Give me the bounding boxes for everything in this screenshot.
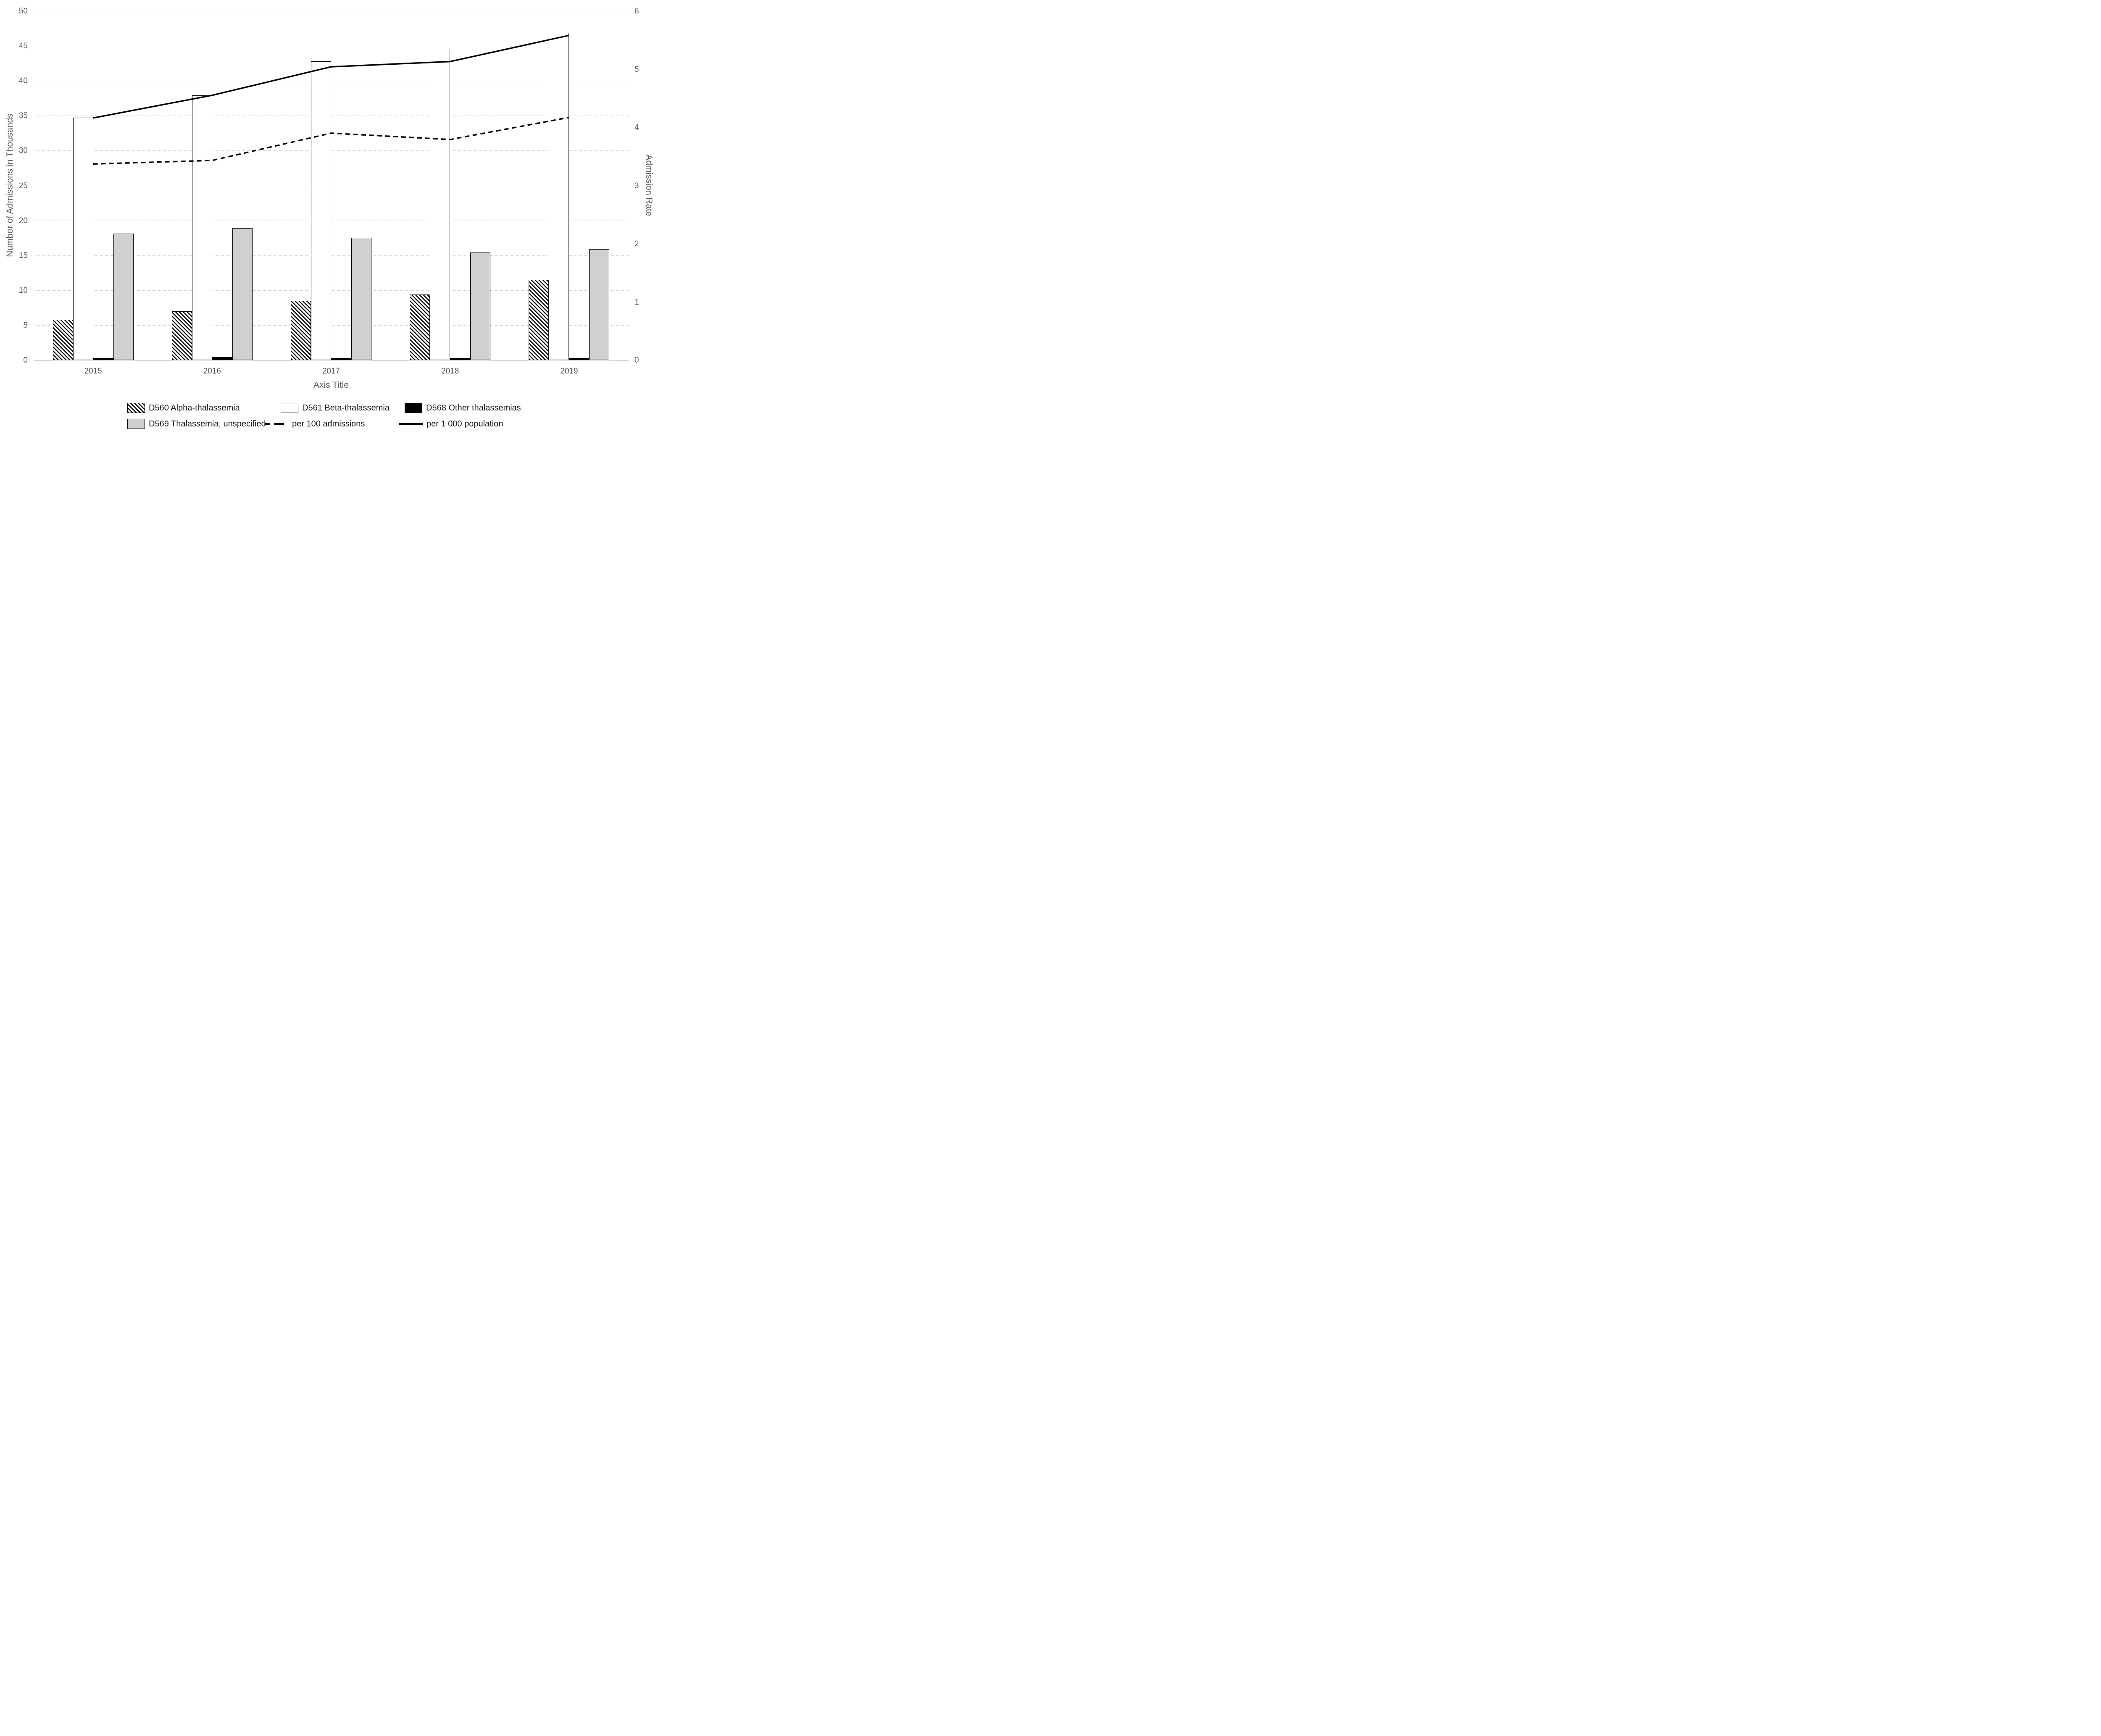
left-axis-tick-label: 10 [18,286,28,295]
x-axis-tick-label: 2018 [441,367,459,376]
left-axis-tick-label: 40 [18,76,28,86]
bar-d568-2018 [450,358,471,360]
bar-d568-2017 [331,358,351,360]
legend-label: D568 Other thalassemias [426,403,521,413]
bar-d561-2019 [549,32,569,360]
legend-item: D569 Thalassemia, unspecified [127,418,266,429]
left-axis-tick-label: 5 [23,321,28,330]
legend-swatch-white [281,403,298,413]
bar-d560-2016 [171,311,192,360]
legend-swatch-hatched [127,403,145,413]
x-axis-title: Axis Title [313,380,349,390]
legend-label: D569 Thalassemia, unspecified [149,419,266,429]
legend-swatch-black [405,403,422,413]
line-segment [399,423,423,425]
bar-d561-2016 [192,95,212,360]
legend-item: D561 Beta-thalassemia [281,402,390,413]
gridline [34,325,629,326]
gridline [34,290,629,291]
legend-item: per 1 000 population [399,418,503,429]
gridline [34,255,629,256]
bar-d569-2019 [589,249,610,360]
x-axis-tick-label: 2019 [560,367,578,376]
right-axis-tick-label: 6 [635,7,639,16]
legend-swatch-gray [127,419,145,429]
left-axis-tick-label: 35 [18,111,28,121]
left-axis-tick-label: 15 [18,251,28,260]
bar-d569-2018 [470,253,491,360]
line-dashed [93,116,569,165]
bar-d561-2015 [73,118,93,360]
x-axis-tick-label: 2015 [84,367,102,376]
bar-d568-2015 [93,358,113,360]
legend-line-sample-dashed [265,419,288,429]
bar-d561-2017 [311,61,331,360]
legend-label: per 1 000 population [427,419,503,429]
right-axis-tick-label: 0 [635,356,639,365]
x-axis-line [34,360,629,361]
bar-d568-2019 [569,358,590,360]
right-axis-tick-label: 5 [635,65,639,74]
gridline [34,150,629,151]
line-solid [93,34,569,119]
bar-d560-2019 [529,279,549,360]
line-series-layer [93,34,569,165]
legend-label: D561 Beta-thalassemia [302,403,390,413]
left-axis-title: Number of Admissions in Thousands [5,113,15,257]
right-axis-tick-label: 1 [635,297,639,307]
bar-d569-2015 [113,234,134,360]
bar-d560-2018 [410,294,430,360]
legend-label: D560 Alpha-thalassemia [149,403,240,413]
right-axis-title: Admission Rate [644,154,654,216]
legend-item: D560 Alpha-thalassemia [127,402,240,413]
bar-d560-2015 [53,319,73,360]
legend-item: D568 Other thalassemias [405,402,521,413]
left-axis-tick-label: 30 [18,146,28,155]
bar-d569-2017 [351,238,371,360]
left-axis-tick-label: 0 [23,356,28,365]
x-axis-tick-label: 2017 [322,367,340,376]
left-axis-tick-label: 50 [18,7,28,16]
legend-label: per 100 admissions [292,419,365,429]
bar-d561-2018 [430,48,450,360]
bar-d560-2017 [291,300,311,360]
x-axis-tick-label: 2016 [203,367,221,376]
left-axis-tick-label: 20 [18,216,28,225]
right-axis-tick-label: 2 [635,239,639,248]
bar-d569-2016 [232,228,253,360]
legend-line-sample-solid [399,419,423,429]
right-axis-tick-label: 3 [635,181,639,190]
right-axis-tick-label: 4 [635,123,639,132]
legend-item: per 100 admissions [265,418,365,429]
dash-segment [274,423,284,425]
dash-segment [265,423,270,425]
left-axis-tick-label: 25 [18,181,28,190]
bar-d568-2016 [212,356,232,360]
left-axis-tick-label: 45 [18,42,28,51]
